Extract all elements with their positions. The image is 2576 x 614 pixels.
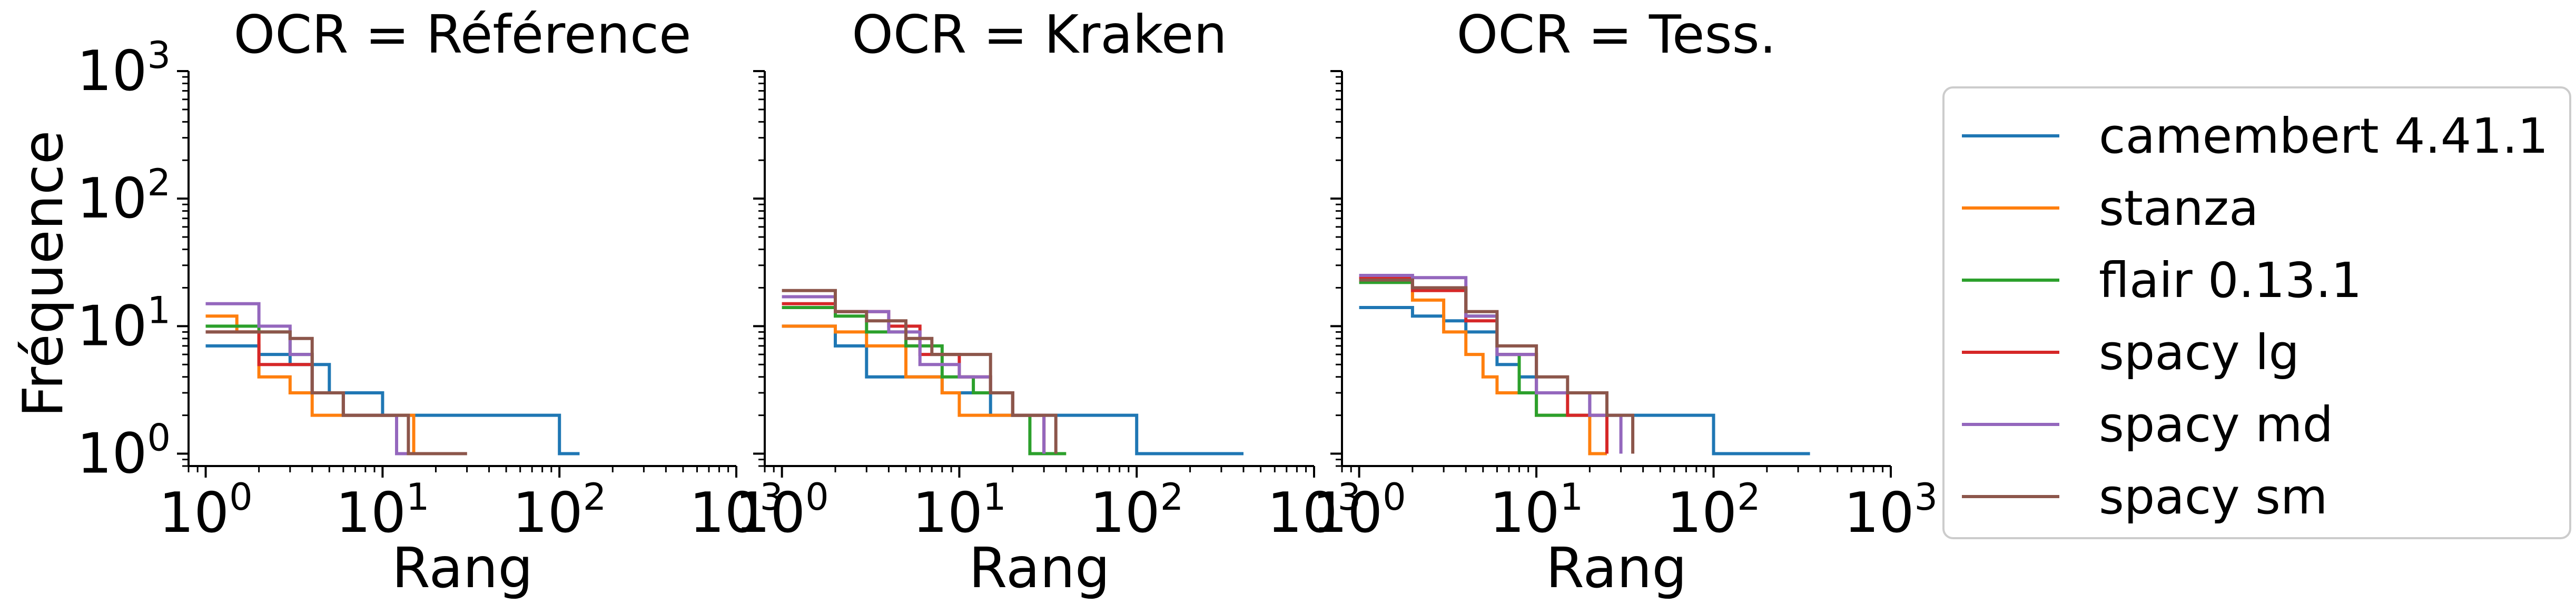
y-tick-label: 102 [77, 161, 171, 231]
legend-entry-label: spacy lg [2099, 324, 2299, 381]
panel-title: OCR = Tess. [1457, 4, 1776, 65]
series-line-camembert-4-41-1 [205, 344, 580, 455]
legend-frame [1942, 86, 2571, 539]
y-axis-label: Fréquence [11, 131, 75, 418]
y-tick-label: 101 [77, 289, 171, 358]
x-tick-label: 100 [159, 476, 252, 545]
x-tick-label: 100 [1312, 476, 1406, 545]
x-tick-label: 102 [512, 476, 606, 545]
y-tick-label: 100 [77, 417, 171, 486]
x-tick-label: 102 [1666, 476, 1760, 545]
series-line-camembert-4-41-1 [1359, 306, 1810, 455]
x-tick-label: 100 [735, 476, 829, 545]
x-tick-label: 101 [335, 476, 429, 545]
panel-title: OCR = Kraken [852, 4, 1227, 65]
legend-entry-label: camembert 4.41.1 [2099, 108, 2549, 164]
x-tick-label: 103 [1844, 476, 1938, 545]
panel-tess: 100 101 102 103 OCR = Tess. Rang [1312, 4, 1938, 600]
panel-title: OCR = Référence [234, 4, 692, 65]
x-tick-label: 103 [1267, 476, 1361, 545]
series-line-spacy-sm [1359, 278, 1635, 454]
x-tick-label: 103 [689, 476, 783, 545]
x-tick-label: 101 [912, 476, 1006, 545]
panel-reference: 100 101 102 103 100 101 102 103 OCR = Référence R… [77, 4, 783, 600]
legend-entry-label: spacy md [2099, 397, 2333, 453]
x-axis-label: Rang [1546, 536, 1687, 600]
legend-entry-label: flair 0.13.1 [2099, 252, 2362, 309]
x-axis-label: Rang [392, 536, 533, 600]
legend-entry-label: stanza [2099, 180, 2258, 236]
y-tick-label: 103 [77, 34, 171, 103]
legend-entry-label: spacy sm [2099, 469, 2328, 525]
panel-kraken: 100 101 102 103 OCR = Kraken Rang [735, 4, 1361, 600]
series-line-camembert-4-41-1 [782, 324, 1243, 455]
series-line-stanza [205, 314, 467, 455]
series-line-spacy-md [782, 295, 1046, 454]
series-line-spacy-md [1359, 274, 1623, 454]
series-line-stanza [1359, 276, 1607, 455]
x-tick-label: 102 [1090, 476, 1183, 545]
series-line-flair-0-13-1 [782, 306, 1067, 455]
series-line-spacy-sm [782, 289, 1058, 454]
x-tick-label: 101 [1489, 476, 1583, 545]
series-line-spacy-sm [205, 330, 467, 455]
legend: camembert 4.41.1 stanza flair 0.13.1 spacy … [1942, 86, 2571, 539]
x-axis-label: Rang [969, 536, 1110, 600]
